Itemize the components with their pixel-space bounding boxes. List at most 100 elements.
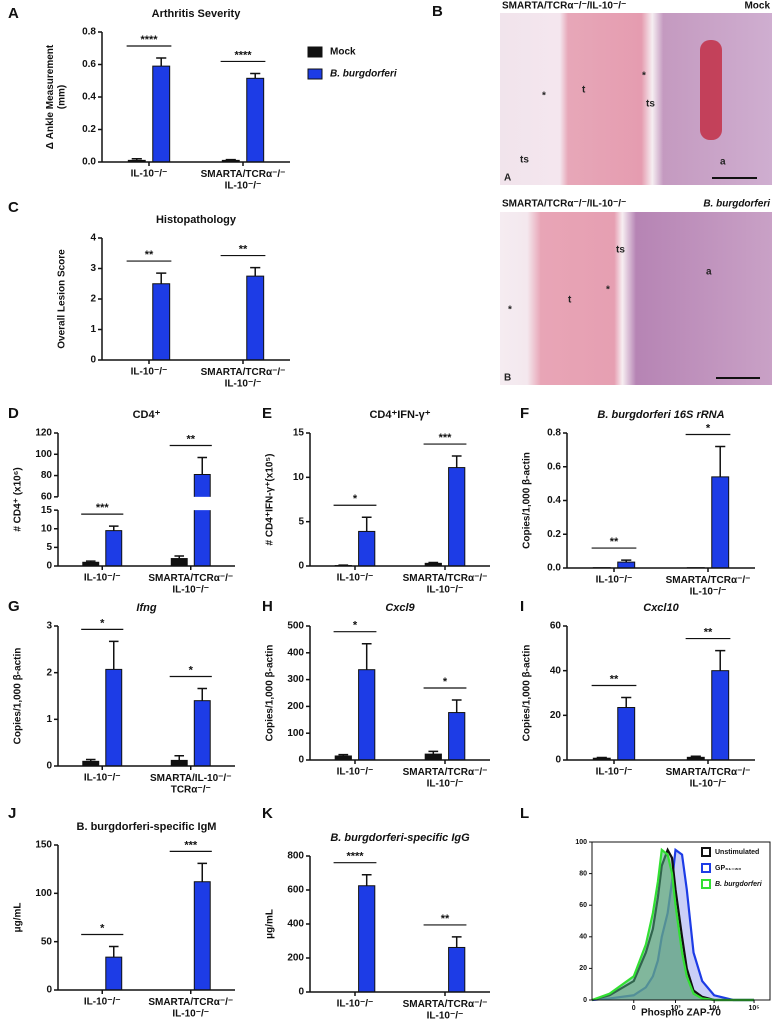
y-tick-label: 0.8 xyxy=(547,428,561,439)
y-tick-label: 1 xyxy=(90,324,96,335)
panel-letter: K xyxy=(262,805,273,822)
bar xyxy=(105,956,123,991)
bar xyxy=(358,530,376,567)
y-tick-label: 120 xyxy=(35,428,52,439)
bar xyxy=(448,467,466,567)
sig-label: * xyxy=(100,922,105,934)
image-corner: B xyxy=(504,373,511,384)
y-tick-label: 0.2 xyxy=(547,529,561,540)
y-tick-label: 600 xyxy=(287,885,304,896)
error-bar xyxy=(690,755,701,758)
error-bar xyxy=(621,559,632,563)
y-tick-label: 0.6 xyxy=(547,461,561,472)
y-tick-label: 80 xyxy=(579,870,587,877)
chart-title: Cxcl9 xyxy=(385,602,415,614)
chart-title: B. burgdorferi 16S rRNA xyxy=(597,409,724,421)
error-bar xyxy=(361,873,372,886)
y-axis-label: Copies/1,000 β-actin xyxy=(265,645,276,742)
tissue-label: ts xyxy=(646,99,655,110)
y-tick-label: 5 xyxy=(298,516,304,527)
y-axis-label: μg/mL xyxy=(13,902,24,932)
x-tick-label: 10⁵ xyxy=(749,1005,760,1012)
sig-label: ** xyxy=(145,249,154,261)
y-tick-label: 40 xyxy=(550,665,562,676)
panel-letter: E xyxy=(262,405,272,422)
bar xyxy=(105,668,123,767)
error-bar xyxy=(621,696,632,708)
bar xyxy=(358,885,376,993)
y-tick-label: 3 xyxy=(46,621,52,632)
error-bar xyxy=(108,640,119,670)
bar xyxy=(617,561,636,569)
bar xyxy=(193,700,211,767)
error-bar xyxy=(174,754,185,761)
x-tick-label: IL-10⁻/⁻ xyxy=(337,999,374,1010)
y-axis-label: Overall Lesion Score xyxy=(57,249,68,349)
chart-title: CD4⁺ xyxy=(133,409,161,421)
error-bar xyxy=(108,525,119,531)
bar xyxy=(424,753,442,761)
legend-swatch xyxy=(701,863,711,873)
legend-label: B. burgdorferi xyxy=(715,881,763,888)
legend-label: GP₆₁₋₈₀ xyxy=(715,865,741,872)
error-bar xyxy=(156,57,167,67)
x-tick-label: SMARTA/TCRα⁻/⁻ IL-10⁻/⁻ xyxy=(201,169,286,192)
bar xyxy=(711,476,730,569)
error-bar xyxy=(715,445,726,477)
bar xyxy=(711,670,730,761)
error-bar xyxy=(131,158,142,161)
y-tick-label: 0 xyxy=(90,355,96,366)
x-tick-label: 10³ xyxy=(670,1005,681,1012)
tissue-label: * xyxy=(606,285,610,296)
error-bar xyxy=(85,560,96,563)
y-tick-label: 15 xyxy=(293,428,305,439)
panel-letter: J xyxy=(8,805,16,822)
x-tick-label: SMARTA/TCRα⁻/⁻ IL-10⁻/⁻ xyxy=(201,367,286,390)
plot-frame xyxy=(591,841,771,1001)
image-title: SMARTA/TCRα⁻/⁻/IL-10⁻/⁻ xyxy=(502,199,626,210)
x-tick-label: SMARTA/TCRα⁻/⁻ IL-10⁻/⁻ xyxy=(148,573,233,596)
y-tick-label: 200 xyxy=(287,701,304,712)
y-tick-label: 4 xyxy=(90,233,96,244)
sig-label: ** xyxy=(239,243,248,255)
tissue-label: t xyxy=(568,295,572,306)
y-tick-label: 10 xyxy=(41,523,53,534)
tissue-label: * xyxy=(542,91,546,102)
y-tick-label: 60 xyxy=(579,902,587,909)
bar xyxy=(152,283,171,361)
y-tick-label: 100 xyxy=(35,888,52,899)
x-tick-label: IL-10⁻/⁻ xyxy=(131,169,168,180)
sig-label: ** xyxy=(704,626,713,638)
error-bar xyxy=(250,72,261,79)
sig-label: * xyxy=(443,676,448,688)
y-tick-label: 3 xyxy=(90,263,96,274)
x-tick-label: IL-10⁻/⁻ xyxy=(131,367,168,378)
histogram-line xyxy=(591,847,755,1002)
x-tick-label: IL-10⁻/⁻ xyxy=(84,773,121,784)
tissue-label: t xyxy=(582,85,586,96)
panel-letter: C xyxy=(8,199,19,216)
tissue-label: a xyxy=(720,157,726,168)
legend-label: Mock xyxy=(330,47,356,58)
chart-title: Cxcl10 xyxy=(643,602,679,614)
legend-swatch xyxy=(307,46,323,58)
error-bar xyxy=(361,516,372,532)
y-axis-label: μg/mL xyxy=(265,909,276,939)
y-tick-label: 0 xyxy=(46,761,52,772)
legend-label: Unstimulated xyxy=(715,849,759,856)
y-tick-label: 150 xyxy=(35,840,52,851)
sig-label: **** xyxy=(346,851,364,863)
panel-letter: L xyxy=(520,805,529,822)
y-tick-label: 0 xyxy=(298,561,304,572)
vessel xyxy=(700,40,722,140)
y-tick-label: 5 xyxy=(46,542,52,553)
sig-label: *** xyxy=(439,432,453,444)
error-bar xyxy=(715,649,726,671)
y-tick-label: 0 xyxy=(46,561,52,572)
sig-label: **** xyxy=(140,34,158,46)
x-tick-label: IL-10⁻/⁻ xyxy=(596,575,633,586)
y-tick-label: 100 xyxy=(35,449,52,460)
tissue-label: * xyxy=(642,71,646,82)
panel-letter: F xyxy=(520,405,529,422)
y-tick-label: 1 xyxy=(46,714,52,725)
